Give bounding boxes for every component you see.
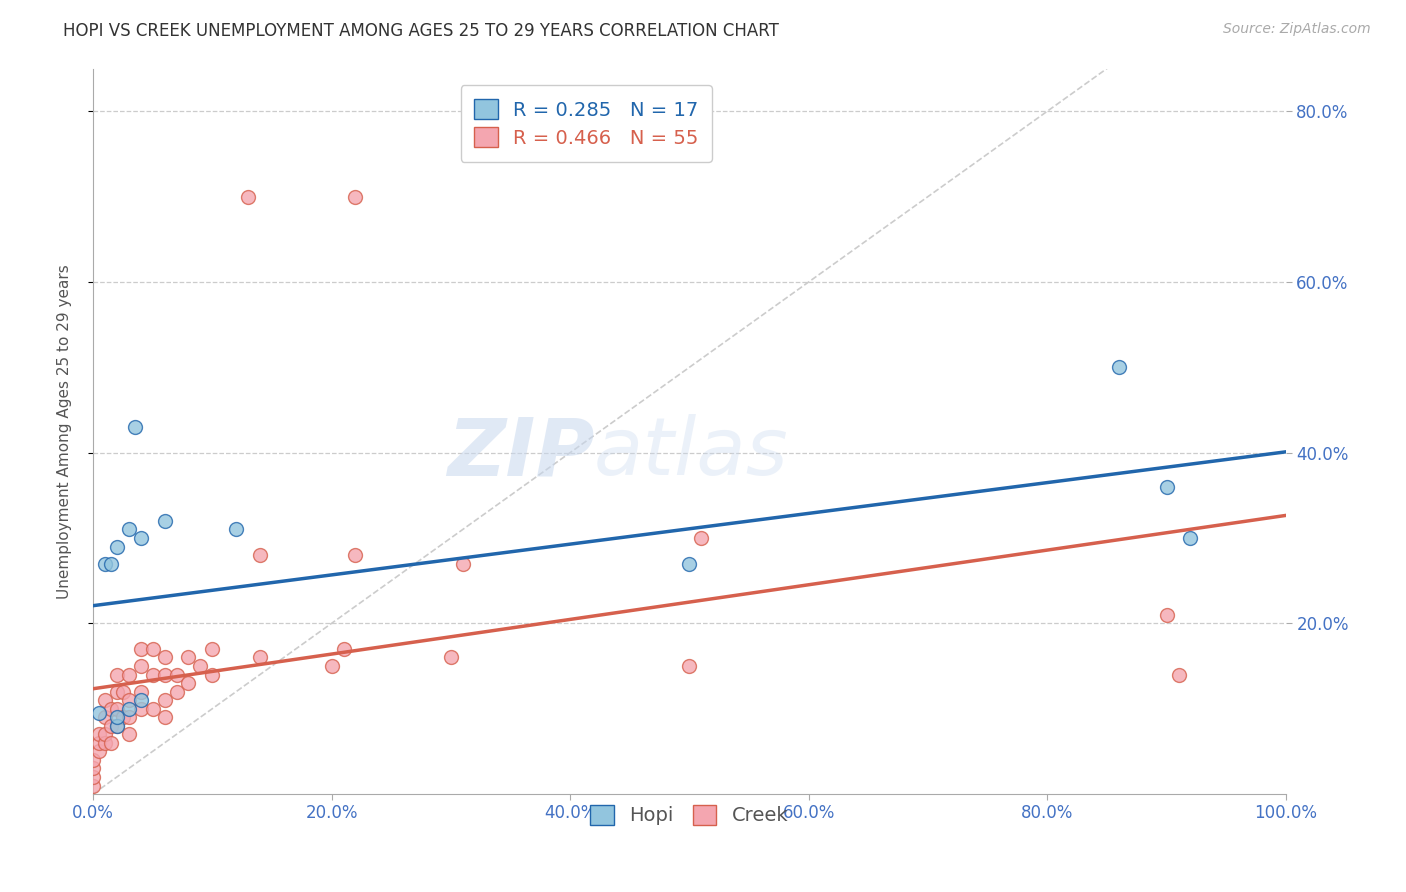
Point bbox=[142, 701, 165, 715]
Point bbox=[100, 701, 122, 715]
Point bbox=[332, 642, 354, 657]
Point bbox=[100, 557, 122, 571]
Point bbox=[118, 667, 141, 681]
Point bbox=[82, 770, 104, 784]
Point bbox=[678, 557, 700, 571]
Point bbox=[94, 727, 117, 741]
Point bbox=[142, 642, 165, 657]
Point bbox=[94, 557, 117, 571]
Point bbox=[249, 650, 271, 665]
Point bbox=[82, 779, 104, 793]
Point bbox=[118, 701, 141, 715]
Point bbox=[321, 659, 343, 673]
Point bbox=[118, 693, 141, 707]
Point bbox=[87, 706, 110, 720]
Point bbox=[153, 710, 176, 724]
Point bbox=[129, 701, 152, 715]
Point bbox=[1156, 480, 1178, 494]
Point bbox=[100, 736, 122, 750]
Point bbox=[177, 676, 200, 690]
Point bbox=[105, 684, 128, 698]
Point bbox=[111, 684, 134, 698]
Point bbox=[129, 531, 152, 545]
Point bbox=[1180, 531, 1202, 545]
Text: atlas: atlas bbox=[593, 414, 789, 492]
Point bbox=[105, 540, 128, 554]
Point bbox=[1156, 607, 1178, 622]
Point bbox=[111, 710, 134, 724]
Point bbox=[82, 761, 104, 775]
Point bbox=[87, 727, 110, 741]
Point bbox=[105, 701, 128, 715]
Point bbox=[236, 189, 259, 203]
Point bbox=[153, 650, 176, 665]
Point bbox=[1108, 360, 1130, 375]
Point bbox=[249, 548, 271, 562]
Y-axis label: Unemployment Among Ages 25 to 29 years: Unemployment Among Ages 25 to 29 years bbox=[58, 264, 72, 599]
Point bbox=[344, 189, 367, 203]
Point bbox=[82, 753, 104, 767]
Text: ZIP: ZIP bbox=[447, 414, 593, 492]
Point bbox=[225, 523, 247, 537]
Point bbox=[1167, 667, 1189, 681]
Point bbox=[105, 667, 128, 681]
Point bbox=[190, 659, 212, 673]
Point bbox=[129, 659, 152, 673]
Point bbox=[451, 557, 474, 571]
Point bbox=[177, 650, 200, 665]
Point bbox=[118, 727, 141, 741]
Point bbox=[166, 684, 188, 698]
Point bbox=[129, 684, 152, 698]
Point bbox=[129, 642, 152, 657]
Point bbox=[118, 523, 141, 537]
Point bbox=[87, 736, 110, 750]
Point bbox=[105, 719, 128, 733]
Text: HOPI VS CREEK UNEMPLOYMENT AMONG AGES 25 TO 29 YEARS CORRELATION CHART: HOPI VS CREEK UNEMPLOYMENT AMONG AGES 25… bbox=[63, 22, 779, 40]
Point bbox=[166, 667, 188, 681]
Point bbox=[100, 719, 122, 733]
Point bbox=[129, 693, 152, 707]
Point bbox=[153, 693, 176, 707]
Legend: Hopi, Creek: Hopi, Creek bbox=[581, 795, 799, 835]
Point bbox=[118, 710, 141, 724]
Point bbox=[105, 719, 128, 733]
Text: Source: ZipAtlas.com: Source: ZipAtlas.com bbox=[1223, 22, 1371, 37]
Point bbox=[124, 420, 146, 434]
Point bbox=[201, 667, 224, 681]
Point bbox=[153, 514, 176, 528]
Point bbox=[142, 667, 165, 681]
Point bbox=[94, 710, 117, 724]
Point bbox=[105, 710, 128, 724]
Point bbox=[201, 642, 224, 657]
Point bbox=[87, 744, 110, 758]
Point bbox=[344, 548, 367, 562]
Point bbox=[440, 650, 463, 665]
Point bbox=[94, 736, 117, 750]
Point bbox=[153, 667, 176, 681]
Point bbox=[94, 693, 117, 707]
Point bbox=[690, 531, 713, 545]
Point bbox=[678, 659, 700, 673]
